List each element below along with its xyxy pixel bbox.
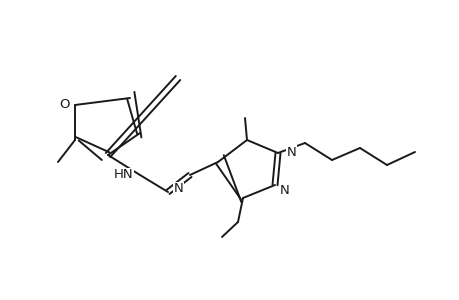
Text: O: O: [59, 98, 70, 112]
Text: N: N: [174, 182, 183, 196]
Text: HN: HN: [114, 169, 134, 182]
Text: N: N: [280, 184, 289, 196]
Text: N: N: [286, 146, 296, 158]
